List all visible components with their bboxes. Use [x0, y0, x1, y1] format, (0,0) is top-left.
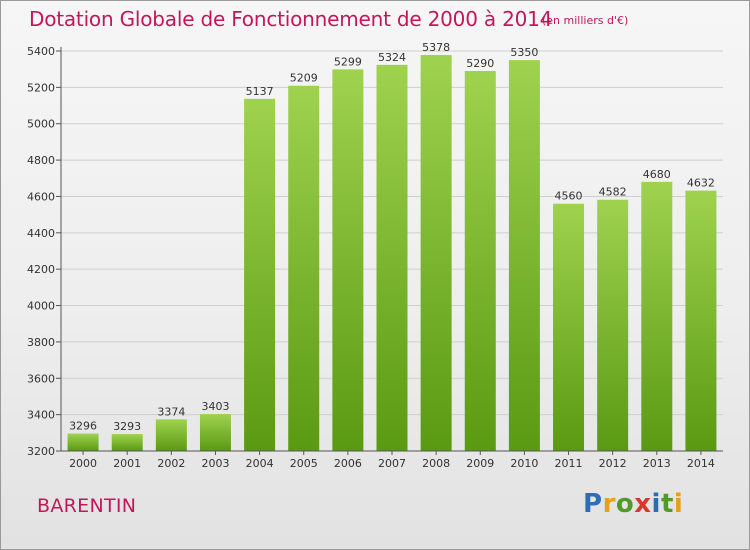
data-label: 3293 [113, 420, 141, 433]
data-label: 5299 [334, 55, 362, 68]
proxiti-logo: Proxiti [583, 489, 683, 519]
bar-2013 [641, 181, 673, 451]
bar-2001 [111, 434, 143, 451]
y-tick-label: 3200 [27, 445, 55, 458]
data-label: 5350 [510, 46, 538, 59]
x-tick-label: 2004 [246, 457, 274, 470]
chart-title: Dotation Globale de Fonctionnement de 20… [29, 7, 553, 31]
data-label: 4632 [687, 177, 715, 190]
x-tick-label: 2006 [334, 457, 362, 470]
data-label: 3403 [201, 400, 229, 413]
y-tick-label: 4600 [27, 190, 55, 203]
logo-letter: t [660, 489, 674, 519]
chart-unit: (en milliers d'€) [542, 14, 629, 27]
y-tick-label: 5000 [27, 118, 55, 131]
logo-letter: o [615, 489, 635, 519]
y-tick-label: 4000 [27, 300, 55, 313]
y-tick-label: 3400 [27, 409, 55, 422]
bar-2010 [508, 60, 540, 451]
y-tick-label: 5400 [27, 45, 55, 58]
x-tick-label: 2001 [113, 457, 141, 470]
bar-2012 [597, 199, 629, 451]
bar-2000 [67, 433, 99, 451]
bars [67, 55, 717, 452]
logo-letter: i [673, 489, 684, 519]
data-label: 5324 [378, 51, 406, 64]
data-label: 5290 [466, 57, 494, 70]
bar-2007 [376, 64, 408, 451]
logo-letter: P [583, 489, 603, 519]
x-tick-label: 2007 [378, 457, 406, 470]
logo-letter: x [634, 489, 652, 519]
axes [56, 47, 723, 455]
bar-2004 [244, 98, 276, 452]
bar-2008 [420, 55, 452, 451]
bar-2005 [288, 85, 320, 452]
bar-2002 [155, 419, 187, 451]
y-tick-label: 3800 [27, 336, 55, 349]
x-tick-label: 2010 [510, 457, 538, 470]
x-tick-label: 2000 [69, 457, 97, 470]
x-tick-label: 2005 [290, 457, 318, 470]
x-tick-label: 2003 [201, 457, 229, 470]
x-tick-label: 2013 [643, 457, 671, 470]
logo-letter: i [651, 489, 661, 519]
x-tick-label: 2009 [466, 457, 494, 470]
bar-2009 [464, 71, 496, 451]
y-tick-label: 4400 [27, 227, 55, 240]
data-label: 5137 [246, 85, 274, 98]
data-label: 4560 [555, 190, 583, 203]
bar-2011 [553, 203, 585, 451]
x-tick-label: 2011 [555, 457, 583, 470]
data-label: 4582 [599, 186, 627, 199]
data-label: 5209 [290, 72, 318, 85]
x-tick-label: 2008 [422, 457, 450, 470]
data-label: 4680 [643, 168, 671, 181]
data-label: 3374 [157, 405, 185, 418]
y-tick-label: 3600 [27, 372, 55, 385]
labels: 3200 3400 3600 3800 4000 4200 4400 4600 4800 5000… [27, 41, 715, 470]
x-tick-label: 2012 [599, 457, 627, 470]
y-tick-label: 5200 [27, 81, 55, 94]
logo-letter: r [602, 489, 616, 519]
bar-2003 [199, 414, 231, 451]
bar-2014 [685, 190, 717, 452]
data-label: 3296 [69, 420, 97, 433]
y-tick-label: 4800 [27, 154, 55, 167]
x-tick-label: 2002 [157, 457, 185, 470]
x-tick-label: 2014 [687, 457, 715, 470]
data-label: 5378 [422, 41, 450, 54]
y-tick-label: 4200 [27, 263, 55, 276]
bar-2006 [332, 69, 364, 451]
commune-name: BARENTIN [37, 495, 137, 517]
